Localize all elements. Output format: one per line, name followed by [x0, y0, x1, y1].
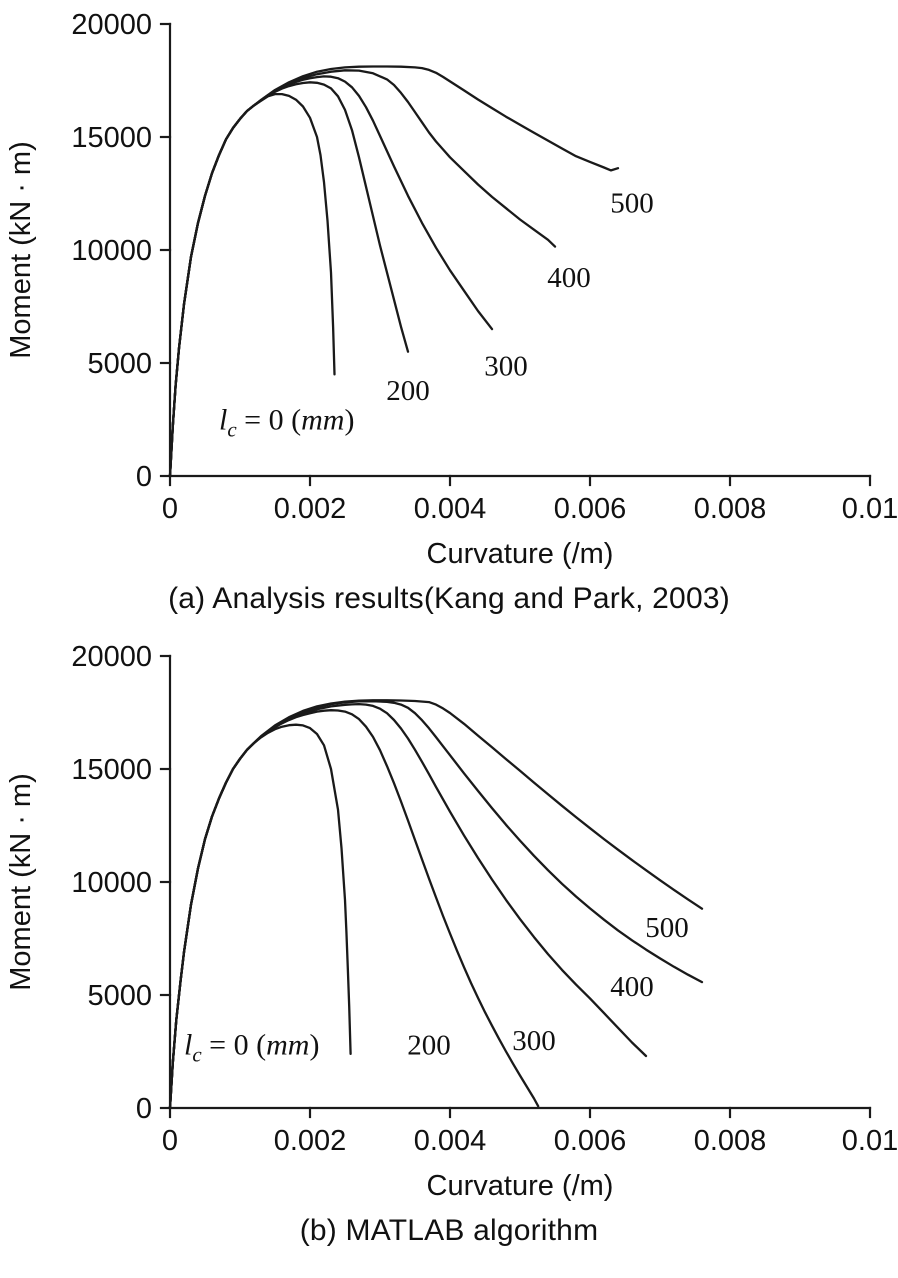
curve-500	[168, 699, 704, 1110]
lc-curve-label: lc = 0 (mm)	[219, 404, 354, 442]
axes	[159, 654, 872, 1119]
figure-a: 0 5000 10000 15000 20000 0 0.002 0.004 0.006 0.00…	[0, 6, 898, 616]
curve-label-300: 300	[484, 350, 528, 382]
curve-label-400: 400	[610, 971, 654, 1003]
caption-b: (b) MATLAB algorithm	[299, 1214, 599, 1247]
x-axis-title: Curvature (/m)	[427, 538, 614, 570]
x-tick-label: 0.006	[554, 1125, 627, 1157]
y-tick-label: 0	[136, 461, 152, 493]
y-tick-label: 20000	[71, 9, 152, 41]
curve-label-200: 200	[407, 1030, 451, 1062]
series-curves	[168, 65, 620, 478]
x-tick-label: 0.004	[414, 1125, 487, 1157]
axes	[159, 22, 872, 487]
y-tick-label: 5000	[87, 980, 152, 1012]
y-tick-label: 20000	[71, 641, 152, 673]
y-tick-label: 15000	[71, 754, 152, 786]
y-tick-label: 10000	[71, 235, 152, 267]
x-tick-label: 0.002	[274, 493, 347, 525]
y-axis-title: Moment (kN · m)	[5, 773, 37, 991]
curve-label-400: 400	[547, 262, 591, 294]
series-curves	[168, 699, 704, 1110]
x-tick-label: 0.006	[554, 493, 627, 525]
x-tick-label: 0.01	[842, 493, 898, 525]
x-tick-label: 0.008	[694, 493, 767, 525]
y-tick-label: 10000	[71, 867, 152, 899]
curve-label-500: 500	[645, 912, 689, 944]
caption-a: (a) Analysis results(Kang and Park, 2003…	[168, 582, 730, 615]
chart-a-canvas: 0 5000 10000 15000 20000 0 0.002 0.004 0.006 0.00…	[5, 9, 898, 570]
tick-labels: 0 5000 10000 15000 20000 0 0.002 0.004 0.006 0.00…	[71, 9, 898, 525]
x-tick-label: 0.008	[694, 1125, 767, 1157]
curve-label-500: 500	[610, 188, 654, 220]
curve-400	[168, 69, 557, 478]
x-tick-label: 0.01	[842, 1125, 898, 1157]
curve-annotations: lc = 0 (mm) 200 300 400 500	[219, 188, 654, 442]
lc-curve-label: lc = 0 (mm)	[184, 1029, 319, 1067]
x-tick-label: 0	[162, 493, 178, 525]
chart-b-canvas: 0 5000 10000 15000 20000 0 0.002 0.004 0.006 0.00…	[5, 641, 898, 1202]
x-tick-label: 0.004	[414, 493, 487, 525]
curve-label-200: 200	[386, 375, 430, 407]
x-axis-title: Curvature (/m)	[427, 1170, 614, 1202]
x-tick-label: 0	[162, 1125, 178, 1157]
y-axis-title: Moment (kN · m)	[5, 141, 37, 359]
figure-b: 0 5000 10000 15000 20000 0 0.002 0.004 0.006 0.00…	[0, 638, 898, 1248]
y-tick-label: 5000	[87, 348, 152, 380]
tick-labels: 0 5000 10000 15000 20000 0 0.002 0.004 0.006 0.00…	[71, 641, 898, 1157]
y-tick-label: 0	[136, 1093, 152, 1125]
y-tick-label: 15000	[71, 122, 152, 154]
curve-label-300: 300	[512, 1025, 556, 1057]
x-tick-label: 0.002	[274, 1125, 347, 1157]
curve-annotations: lc = 0 (mm) 200 300 400 500	[184, 912, 689, 1066]
curve-500	[168, 65, 620, 478]
